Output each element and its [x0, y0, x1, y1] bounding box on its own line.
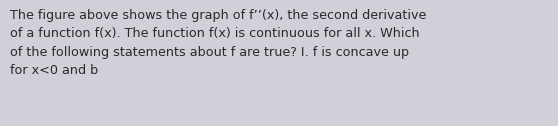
- Text: The figure above shows the graph of f’’(x), the second derivative
of a function : The figure above shows the graph of f’’(…: [10, 9, 426, 77]
